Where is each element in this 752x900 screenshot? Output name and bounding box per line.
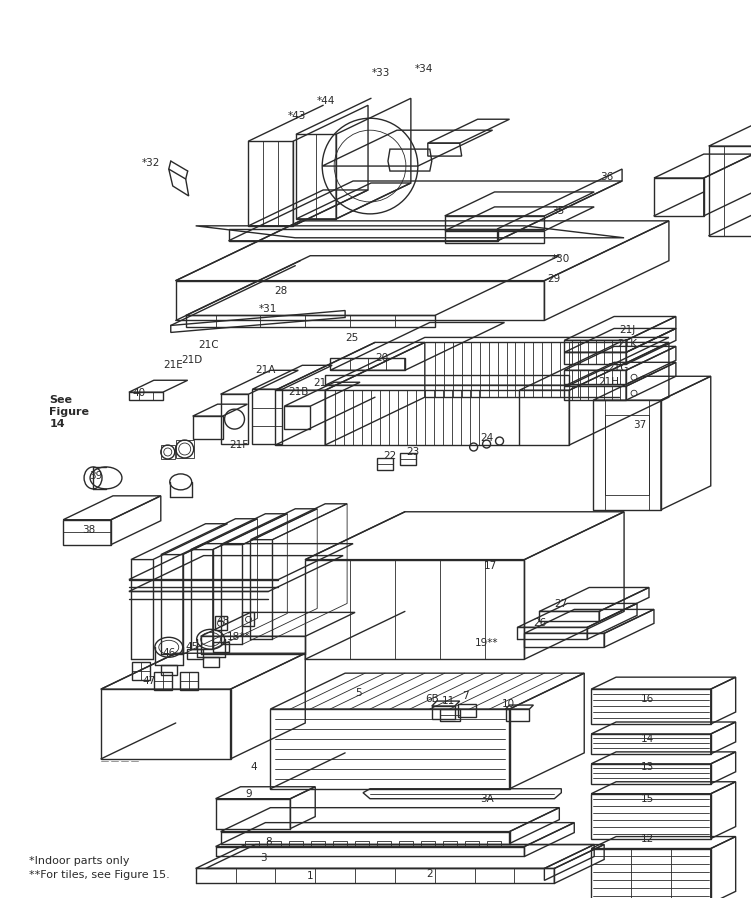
Text: 21B: 21B (288, 387, 308, 397)
Text: 13: 13 (641, 761, 653, 772)
Text: 21G: 21G (608, 364, 629, 374)
Text: *33: *33 (371, 68, 390, 78)
Text: 39: 39 (89, 471, 103, 481)
Text: 29: 29 (547, 274, 561, 284)
Text: 21: 21 (314, 378, 327, 388)
Text: 20: 20 (375, 354, 389, 364)
Text: 21C: 21C (199, 340, 219, 350)
Text: 45: 45 (185, 643, 199, 652)
Text: 21D: 21D (181, 356, 202, 365)
Text: *Indoor parts only: *Indoor parts only (29, 857, 130, 867)
Text: 12: 12 (641, 833, 653, 843)
Text: Figure: Figure (49, 407, 89, 417)
Text: 5: 5 (355, 688, 362, 698)
Text: 3: 3 (260, 853, 267, 863)
Text: 16: 16 (641, 694, 653, 704)
Text: 35: 35 (550, 206, 564, 216)
Text: 48: 48 (216, 616, 229, 626)
Text: 21H: 21H (599, 377, 620, 387)
Text: 19**: 19** (475, 638, 499, 648)
Text: 21K: 21K (617, 339, 637, 349)
Text: **For tiles, see Figure 15.: **For tiles, see Figure 15. (29, 870, 170, 880)
Text: 23: 23 (406, 447, 420, 457)
Text: 14: 14 (49, 419, 65, 429)
Text: 9: 9 (245, 788, 252, 798)
Text: 3A: 3A (480, 794, 493, 804)
Text: 17: 17 (484, 561, 497, 571)
Text: 26: 26 (532, 618, 546, 628)
Text: 46: 46 (162, 648, 175, 658)
Text: 21E: 21E (163, 360, 183, 370)
Text: *32: *32 (141, 158, 160, 168)
Text: *44: *44 (317, 96, 335, 106)
Text: *30: *30 (552, 254, 571, 264)
Text: *43: *43 (288, 112, 307, 122)
Text: 15: 15 (641, 794, 653, 804)
Text: 28: 28 (274, 285, 288, 295)
Text: 6B: 6B (425, 694, 438, 704)
Text: 27: 27 (555, 599, 568, 609)
Text: 4: 4 (250, 761, 256, 772)
Text: 22: 22 (384, 451, 396, 461)
Text: 21A: 21A (255, 365, 275, 375)
Text: 40: 40 (132, 388, 145, 398)
Text: *34: *34 (414, 65, 433, 75)
Text: *31: *31 (259, 303, 277, 313)
Text: 10: 10 (502, 699, 515, 709)
Text: 21J: 21J (619, 326, 635, 336)
Text: 18**: 18** (227, 633, 250, 643)
Text: 8: 8 (265, 836, 271, 847)
Text: 37: 37 (633, 420, 647, 430)
Text: 2: 2 (426, 869, 433, 879)
Text: 24: 24 (480, 433, 493, 443)
Text: 36: 36 (601, 172, 614, 182)
Text: 11: 11 (442, 696, 456, 706)
Text: 38: 38 (83, 525, 96, 535)
Text: 25: 25 (345, 333, 359, 344)
Text: 1: 1 (307, 871, 314, 881)
Text: 47: 47 (142, 676, 156, 686)
Text: 14: 14 (641, 734, 653, 744)
Text: 7: 7 (462, 691, 469, 701)
Text: See: See (49, 395, 72, 405)
Text: 21F: 21F (229, 440, 248, 450)
